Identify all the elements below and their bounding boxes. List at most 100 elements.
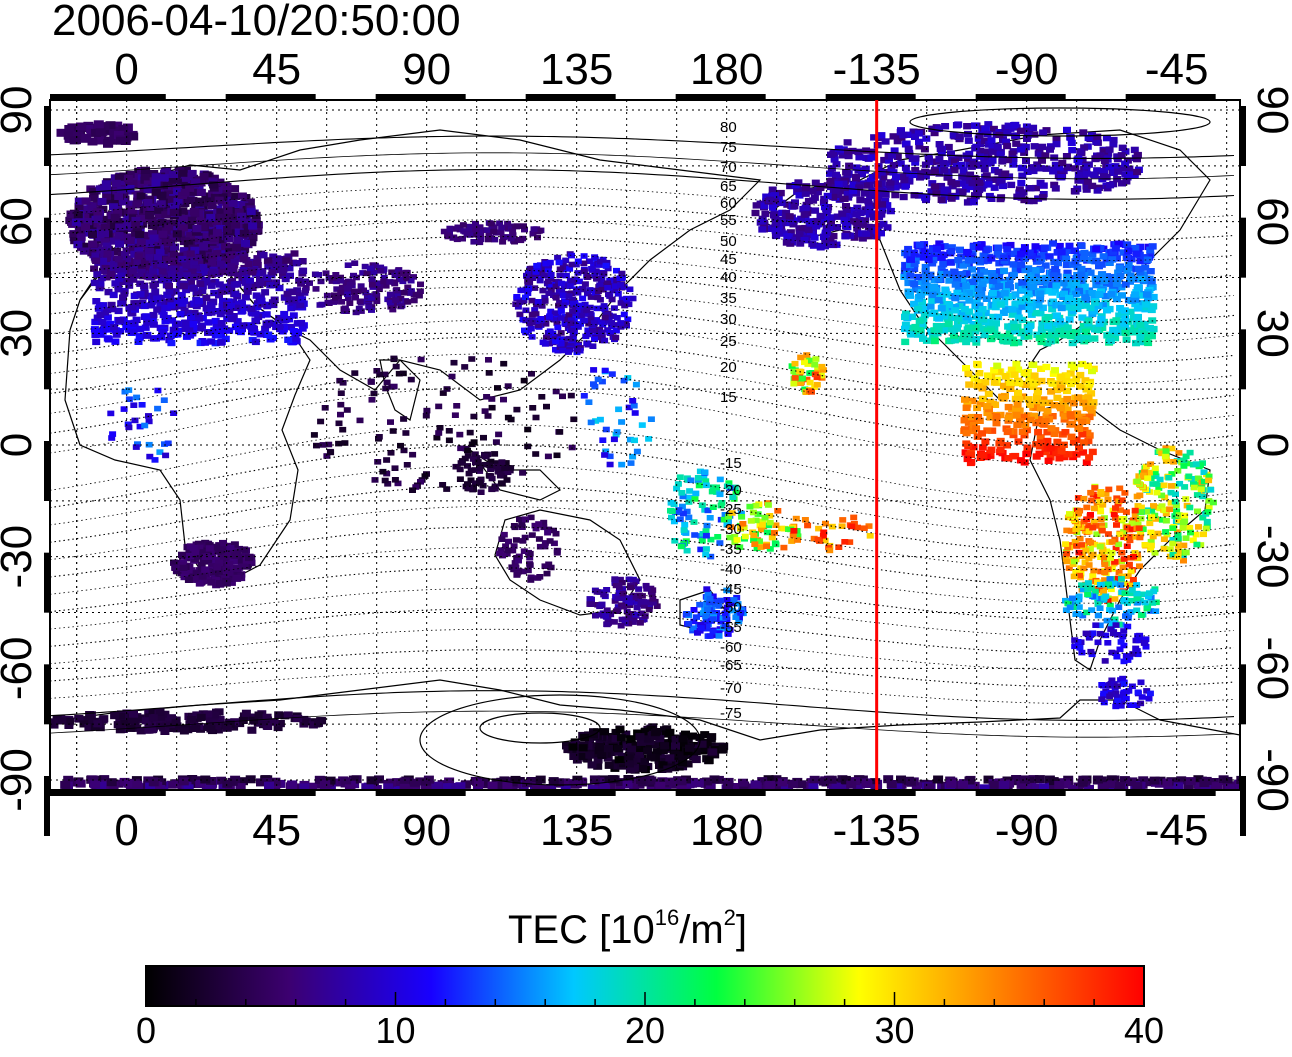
tec-cell bbox=[585, 258, 593, 264]
tec-cell bbox=[1045, 253, 1054, 260]
tec-cell bbox=[901, 164, 910, 172]
tec-cell bbox=[936, 145, 945, 153]
tec-cell bbox=[136, 291, 145, 298]
tec-cell bbox=[157, 277, 166, 284]
tec-cell bbox=[461, 364, 469, 370]
tec-cell bbox=[140, 282, 149, 289]
tec-cell bbox=[584, 331, 592, 338]
tec-cell bbox=[114, 236, 124, 244]
tec-cell bbox=[831, 187, 840, 195]
tec-cell bbox=[862, 230, 870, 237]
tec-cell bbox=[199, 263, 208, 271]
tec-cell bbox=[73, 211, 83, 219]
tec-cell bbox=[600, 591, 608, 598]
tec-cell bbox=[588, 596, 595, 603]
tec-cell bbox=[402, 430, 410, 436]
tec-cell bbox=[974, 379, 983, 386]
tec-cell bbox=[608, 319, 615, 326]
tec-cell bbox=[826, 177, 835, 185]
tec-cell bbox=[524, 426, 532, 433]
tec-cell bbox=[932, 245, 941, 253]
tec-cell bbox=[1037, 326, 1046, 333]
tec-cell bbox=[504, 220, 512, 227]
tec-cell bbox=[974, 285, 983, 293]
tec-cell bbox=[891, 178, 899, 185]
tec-cell bbox=[180, 297, 189, 304]
tec-cell bbox=[209, 254, 218, 261]
tec-cell bbox=[975, 244, 984, 251]
tec-cell bbox=[757, 526, 765, 533]
tec-cell bbox=[1010, 339, 1018, 347]
tec-cell bbox=[594, 376, 602, 383]
tec-cell bbox=[574, 290, 582, 296]
tec-cell bbox=[899, 131, 908, 139]
tec-cell bbox=[237, 192, 247, 200]
tec-cell bbox=[382, 385, 390, 392]
tec-cell bbox=[214, 196, 224, 204]
tec-cell bbox=[279, 262, 288, 269]
tec-cell bbox=[540, 524, 548, 531]
tec-cell bbox=[996, 151, 1005, 158]
tec-cell bbox=[333, 286, 341, 292]
tec-cell bbox=[956, 246, 964, 253]
tec-cell bbox=[215, 234, 225, 243]
tec-cell bbox=[782, 239, 791, 246]
tec-cell bbox=[901, 325, 909, 333]
tec-cell bbox=[192, 570, 201, 577]
tec-cell bbox=[251, 310, 260, 317]
tec-cell bbox=[476, 479, 483, 486]
tec-cell bbox=[476, 462, 483, 469]
tec-cell bbox=[133, 197, 143, 205]
tec-cell bbox=[589, 343, 597, 349]
tec-cell bbox=[776, 189, 785, 197]
tec-cell bbox=[128, 209, 138, 217]
tec-cell bbox=[109, 291, 118, 299]
tec-cell bbox=[811, 207, 820, 214]
tec-cell bbox=[577, 321, 584, 327]
tec-cell bbox=[602, 426, 610, 433]
tec-cell bbox=[972, 257, 981, 264]
tec-cell bbox=[753, 545, 761, 552]
tec-cell bbox=[937, 305, 946, 312]
tec-cell bbox=[916, 174, 924, 181]
tec-cell bbox=[868, 210, 877, 217]
tec-cell bbox=[1090, 294, 1099, 301]
tec-cell bbox=[1011, 328, 1019, 335]
tec-cell bbox=[1045, 399, 1054, 406]
tec-cell bbox=[709, 616, 717, 622]
tec-cell bbox=[981, 137, 989, 145]
tec-cell bbox=[196, 215, 206, 223]
tec-cell bbox=[1012, 360, 1021, 368]
tec-cell bbox=[279, 272, 287, 279]
tec-cell bbox=[1022, 157, 1030, 164]
tec-cell bbox=[971, 313, 980, 320]
tec-cell bbox=[381, 477, 389, 484]
tec-cell bbox=[604, 285, 612, 291]
tec-cell bbox=[801, 359, 808, 366]
tec-cell bbox=[484, 413, 492, 419]
tec-cell bbox=[635, 586, 643, 592]
tec-cell bbox=[542, 260, 550, 267]
tec-cell bbox=[481, 461, 489, 468]
tec-cell bbox=[1018, 172, 1027, 179]
tec-cell bbox=[987, 255, 996, 262]
tec-cell bbox=[169, 170, 179, 178]
tec-cell bbox=[675, 507, 683, 513]
tec-cell bbox=[76, 233, 86, 241]
tec-cell bbox=[1000, 267, 1008, 275]
tec-cell bbox=[1112, 255, 1121, 262]
tec-cell bbox=[145, 273, 154, 280]
tec-cell bbox=[810, 234, 819, 241]
tec-cell bbox=[443, 486, 451, 492]
tec-cell bbox=[148, 316, 157, 323]
tec-cell bbox=[1133, 276, 1142, 283]
tec-cell bbox=[1111, 245, 1120, 252]
tec-cell bbox=[325, 275, 333, 281]
tec-cell bbox=[459, 222, 467, 228]
tec-cell bbox=[601, 367, 609, 374]
tec-cell bbox=[105, 326, 114, 333]
tec-cell bbox=[156, 191, 166, 199]
tec-cell bbox=[633, 448, 641, 455]
tec-cell bbox=[840, 217, 849, 224]
tec-cell bbox=[950, 269, 959, 276]
